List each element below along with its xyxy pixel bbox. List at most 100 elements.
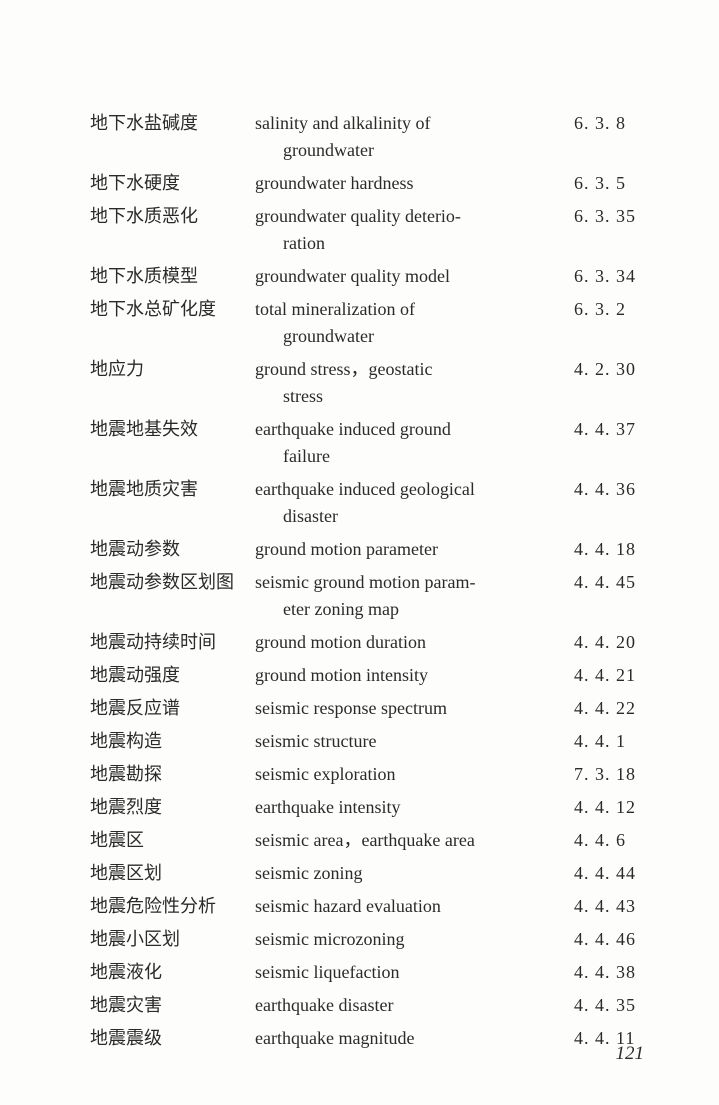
reference-number: 4. 4. 36 [574, 476, 649, 503]
glossary-entry: 地震灾害earthquake disaster4. 4. 35 [90, 992, 649, 1019]
reference-number: 4. 4. 38 [574, 959, 649, 986]
reference-number: 6. 3. 2 [574, 296, 649, 323]
term-english-line2: ration [255, 230, 564, 257]
term-chinese: 地震地质灾害 [90, 476, 255, 503]
term-english-line1: groundwater quality model [255, 266, 450, 286]
term-english-line1: groundwater quality deterio- [255, 206, 461, 226]
term-english-line1: ground motion intensity [255, 665, 428, 685]
glossary-entry: 地应力ground stress，geostaticstress4. 2. 30 [90, 356, 649, 410]
reference-number: 4. 4. 6 [574, 827, 649, 854]
glossary-entry: 地下水硬度groundwater hardness6. 3. 5 [90, 170, 649, 197]
glossary-entry: 地震动参数ground motion parameter 4. 4. 18 [90, 536, 649, 563]
term-english-line1: ground motion duration [255, 632, 426, 652]
term-english: salinity and alkalinity ofgroundwater [255, 110, 574, 164]
term-english-line1: ground stress，geostatic [255, 359, 432, 379]
glossary-entry: 地震液化seismic liquefaction 4. 4. 38 [90, 959, 649, 986]
glossary-entry: 地下水总矿化度total mineralization of groundwate… [90, 296, 649, 350]
term-chinese: 地震地基失效 [90, 416, 255, 443]
term-english: seismic structure [255, 728, 574, 755]
term-english-line1: earthquake induced ground [255, 419, 451, 439]
term-english: total mineralization of groundwater [255, 296, 574, 350]
reference-number: 4. 4. 46 [574, 926, 649, 953]
glossary-entry: 地震动参数区划图seismic ground motion param-eter… [90, 569, 649, 623]
term-english-line1: earthquake induced geological [255, 479, 475, 499]
term-english-line2: groundwater [255, 323, 564, 350]
term-english-line1: earthquake intensity [255, 797, 400, 817]
reference-number: 6. 3. 8 [574, 110, 649, 137]
reference-number: 4. 4. 37 [574, 416, 649, 443]
term-chinese: 地震动参数区划图 [90, 569, 255, 596]
term-english: earthquake induced ground failure [255, 416, 574, 470]
term-english-line1: seismic exploration [255, 764, 395, 784]
term-chinese: 地震区 [90, 827, 255, 854]
term-english: seismic zoning [255, 860, 574, 887]
term-chinese: 地震动参数 [90, 536, 255, 563]
term-english-line1: earthquake magnitude [255, 1028, 414, 1048]
glossary-entry: 地震小区划seismic microzoning4. 4. 46 [90, 926, 649, 953]
glossary-entry: 地震地质灾害earthquake induced geological disas… [90, 476, 649, 530]
glossary-entry: 地震烈度earthquake intensity4. 4. 12 [90, 794, 649, 821]
glossary-entry: 地震构造seismic structure4. 4. 1 [90, 728, 649, 755]
reference-number: 7. 3. 18 [574, 761, 649, 788]
term-english-line2: groundwater [255, 137, 564, 164]
term-english: seismic ground motion param-eter zoning … [255, 569, 574, 623]
term-english-line1: seismic response spectrum [255, 698, 447, 718]
term-english: groundwater hardness [255, 170, 574, 197]
glossary-entry: 地震反应谱seismic response spectrum 4. 4. 22 [90, 695, 649, 722]
glossary-entry: 地震勘探seismic exploration 7. 3. 18 [90, 761, 649, 788]
term-chinese: 地震小区划 [90, 926, 255, 953]
term-chinese: 地下水质恶化 [90, 203, 255, 230]
term-chinese: 地震反应谱 [90, 695, 255, 722]
term-chinese: 地下水总矿化度 [90, 296, 255, 323]
term-english-line1: total mineralization of [255, 299, 415, 319]
term-english-line1: earthquake disaster [255, 995, 393, 1015]
reference-number: 4. 4. 35 [574, 992, 649, 1019]
term-english: ground motion intensity [255, 662, 574, 689]
term-english: earthquake disaster [255, 992, 574, 1019]
term-english-line2: eter zoning map [255, 596, 564, 623]
reference-number: 4. 4. 1 [574, 728, 649, 755]
term-chinese: 地震勘探 [90, 761, 255, 788]
term-english: seismic hazard evaluation [255, 893, 574, 920]
term-chinese: 地震动持续时间 [90, 629, 255, 656]
glossary-entry: 地震区划seismic zoning4. 4. 44 [90, 860, 649, 887]
glossary-entry: 地震动强度ground motion intensity 4. 4. 21 [90, 662, 649, 689]
reference-number: 4. 4. 20 [574, 629, 649, 656]
term-english-line2: disaster [255, 503, 564, 530]
glossary-entry: 地下水盐碱度salinity and alkalinity ofgroundwa… [90, 110, 649, 164]
reference-number: 4. 4. 22 [574, 695, 649, 722]
glossary-entry: 地震地基失效earthquake induced ground failure 4.… [90, 416, 649, 470]
reference-number: 4. 4. 43 [574, 893, 649, 920]
term-english: groundwater quality deterio-ration [255, 203, 574, 257]
term-chinese: 地应力 [90, 356, 255, 383]
term-chinese: 地震构造 [90, 728, 255, 755]
term-chinese: 地震区划 [90, 860, 255, 887]
term-english-line1: seismic hazard evaluation [255, 896, 441, 916]
term-english: earthquake magnitude [255, 1025, 574, 1052]
term-english-line1: seismic liquefaction [255, 962, 399, 982]
glossary-entry: 地震区seismic area，earthquake area 4. 4. 6 [90, 827, 649, 854]
term-english: earthquake intensity [255, 794, 574, 821]
term-english: ground motion parameter [255, 536, 574, 563]
term-english: ground motion duration [255, 629, 574, 656]
term-english-line1: seismic zoning [255, 863, 362, 883]
term-english-line1: ground motion parameter [255, 539, 438, 559]
term-english-line1: seismic ground motion param- [255, 572, 475, 592]
reference-number: 6. 3. 35 [574, 203, 649, 230]
glossary-entry: 地下水质恶化groundwater quality deterio-ration… [90, 203, 649, 257]
term-english-line1: groundwater hardness [255, 173, 413, 193]
term-english-line2: failure [255, 443, 564, 470]
reference-number: 4. 4. 18 [574, 536, 649, 563]
term-english-line1: seismic area，earthquake area [255, 830, 475, 850]
term-chinese: 地震危险性分析 [90, 893, 255, 920]
term-chinese: 地震液化 [90, 959, 255, 986]
reference-number: 6. 3. 5 [574, 170, 649, 197]
reference-number: 4. 2. 30 [574, 356, 649, 383]
glossary-list: 地下水盐碱度salinity and alkalinity ofgroundwa… [90, 110, 649, 1052]
term-english: seismic liquefaction [255, 959, 574, 986]
reference-number: 4. 4. 21 [574, 662, 649, 689]
term-chinese: 地震震级 [90, 1025, 255, 1052]
term-chinese: 地下水盐碱度 [90, 110, 255, 137]
term-chinese: 地震动强度 [90, 662, 255, 689]
term-chinese: 地震烈度 [90, 794, 255, 821]
